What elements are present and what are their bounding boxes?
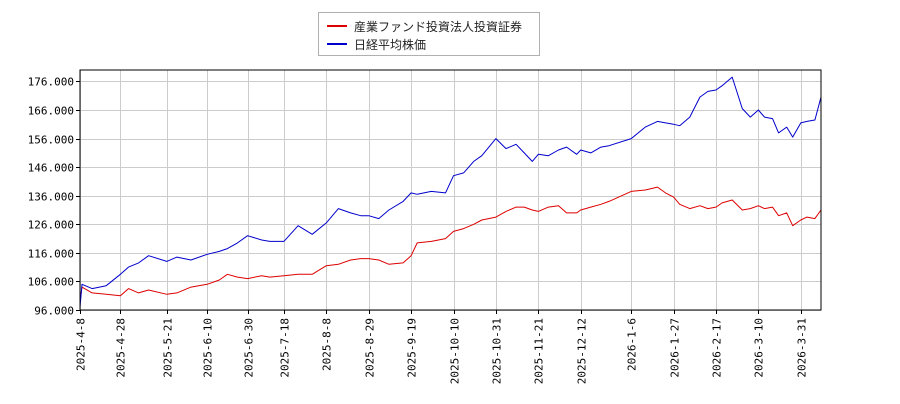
x-tick-label: 2026-1-6 — [626, 318, 639, 371]
y-tick-label: 96.000 — [34, 305, 74, 318]
x-tick-label: 2025-8-8 — [321, 318, 334, 371]
y-tick-label: 126.000 — [28, 219, 74, 232]
x-tick-label: 2025-8-29 — [364, 318, 377, 378]
legend-item-industrial-fund: 産業ファンド投資法人投資証券 — [327, 17, 522, 35]
x-tick-label: 2025-11-21 — [533, 318, 546, 384]
x-tick-label: 2025-5-21 — [162, 318, 175, 378]
x-tick-label: 2025-7-18 — [279, 318, 292, 378]
x-tick-label: 2026-3-10 — [753, 318, 766, 378]
grid — [80, 70, 821, 311]
legend-swatch-nikkei — [327, 43, 347, 45]
legend-label-industrial-fund: 産業ファンド投資法人投資証券 — [354, 19, 523, 34]
legend-swatch-industrial-fund — [327, 25, 347, 27]
x-tick-label: 2026-1-27 — [669, 318, 682, 378]
series-layer — [79, 76, 822, 308]
y-tick-label: 116.000 — [28, 248, 74, 261]
y-tick-label: 166.000 — [28, 105, 74, 118]
legend: 産業ファンド投資法人投資証券 日経平均株価 — [318, 12, 540, 56]
plot-frame — [79, 69, 822, 311]
axes: 96.000 106.000 116.000 126.000 136.000 146.00… — [28, 76, 809, 385]
x-tick-label: 2025-12-12 — [576, 318, 589, 384]
x-tick-label: 2025-10-31 — [491, 318, 504, 384]
y-tick-label: 146.000 — [28, 162, 74, 175]
legend-label-nikkei: 日経平均株価 — [354, 37, 427, 52]
series-line-nikkei — [79, 76, 822, 308]
x-tick-label: 2025-9-19 — [406, 318, 419, 378]
y-tick-label: 156.000 — [28, 134, 74, 147]
x-tick-label: 2025-10-10 — [449, 318, 462, 384]
y-tick-label: 136.000 — [28, 191, 74, 204]
x-tick-label: 2025-6-10 — [202, 318, 215, 378]
x-tick-label: 2026-2-17 — [711, 318, 724, 378]
x-tick-label: 2025-6-30 — [243, 318, 256, 378]
series-line-industrial-fund — [79, 186, 822, 302]
x-tick-label: 2026-3-31 — [796, 318, 809, 378]
y-tick-label: 106.000 — [28, 276, 74, 289]
x-tick-label: 2025-4-8 — [75, 318, 88, 371]
legend-item-nikkei: 日経平均株価 — [327, 35, 426, 53]
x-tick-label: 2025-4-28 — [115, 318, 128, 378]
y-tick-label: 176.000 — [28, 76, 74, 89]
